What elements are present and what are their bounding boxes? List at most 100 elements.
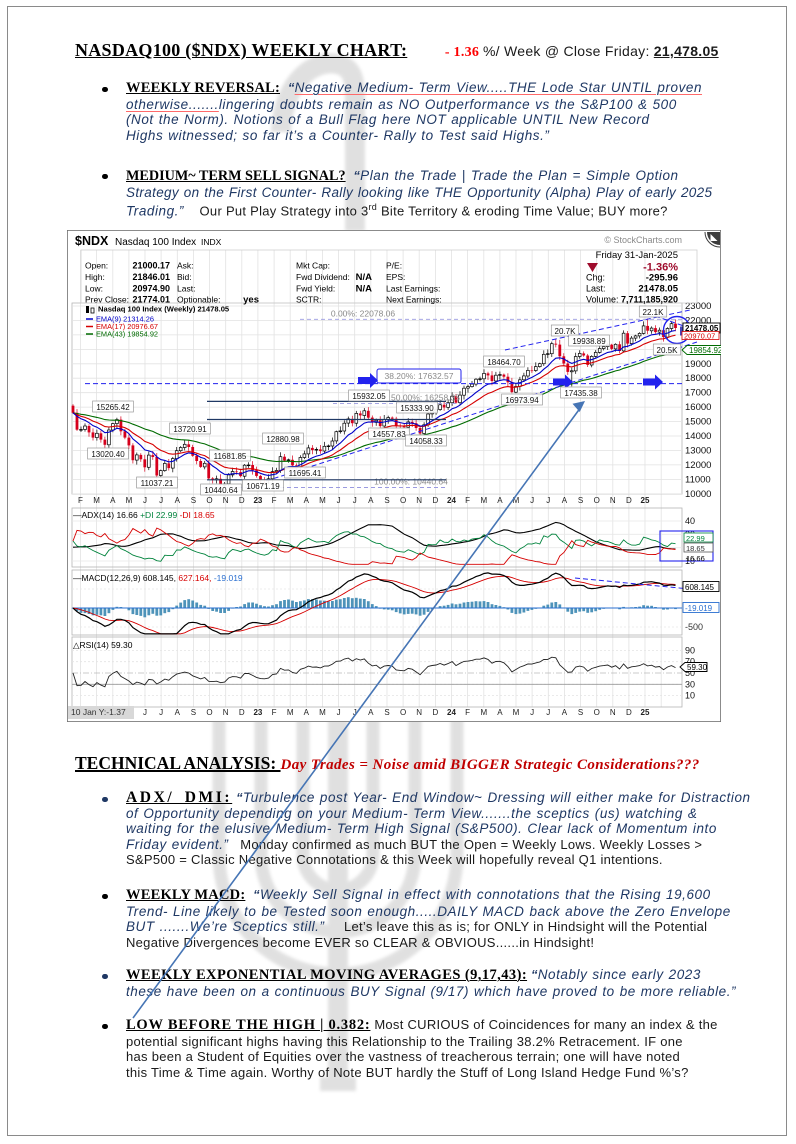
svg-text:J: J <box>143 496 147 505</box>
svg-text:100.00%: 10440.64: 100.00%: 10440.64 <box>374 477 448 487</box>
svg-text:40: 40 <box>685 516 695 526</box>
svg-text:J: J <box>159 496 163 505</box>
svg-text:21846.01: 21846.01 <box>132 272 170 282</box>
svg-text:12880.98: 12880.98 <box>266 435 300 444</box>
svg-text:50.00%: 16258.35: 50.00%: 16258.35 <box>391 392 460 402</box>
svg-text:F: F <box>465 708 470 717</box>
svg-text:608.145: 608.145 <box>685 583 714 592</box>
svg-text:Low:: Low: <box>85 284 103 294</box>
svg-text:O: O <box>206 496 212 505</box>
svg-text:J: J <box>143 708 147 717</box>
svg-text:16000: 16000 <box>685 402 711 413</box>
svg-text:M: M <box>287 708 294 717</box>
svg-text:Open:: Open: <box>85 261 108 271</box>
svg-text:0.00%: 22078.06: 0.00%: 22078.06 <box>331 308 396 318</box>
svg-text:A: A <box>110 496 116 505</box>
svg-text:S: S <box>191 708 196 717</box>
svg-text:J: J <box>546 708 550 717</box>
svg-text:38.20%: 17632.57: 38.20%: 17632.57 <box>384 371 453 381</box>
svg-text:15265.42: 15265.42 <box>96 403 130 412</box>
svg-text:17435.38: 17435.38 <box>564 389 598 398</box>
svg-text:Volume:: Volume: <box>586 295 619 305</box>
svg-text:M: M <box>480 496 487 505</box>
svg-text:S: S <box>384 708 389 717</box>
svg-text:J: J <box>546 496 550 505</box>
svg-text:11695.41: 11695.41 <box>289 469 322 478</box>
svg-text:J: J <box>530 496 534 505</box>
svg-text:A: A <box>497 708 503 717</box>
svg-text:14557.83: 14557.83 <box>372 430 406 439</box>
svg-text:O: O <box>400 708 406 717</box>
svg-text:N/A: N/A <box>356 272 373 283</box>
svg-text:14058.33: 14058.33 <box>409 437 443 446</box>
svg-text:F: F <box>272 496 277 505</box>
svg-text:M: M <box>126 496 133 505</box>
svg-text:13720.91: 13720.91 <box>173 425 207 434</box>
svg-text:Ask:: Ask: <box>177 261 194 271</box>
svg-text:SCTR:: SCTR: <box>296 295 322 305</box>
svg-text:20.5K: 20.5K <box>657 346 679 355</box>
svg-text:Nasdaq 100 Index: Nasdaq 100 Index <box>115 237 196 248</box>
svg-text:21774.01: 21774.01 <box>132 295 170 305</box>
svg-text:F: F <box>272 708 277 717</box>
svg-text:19854.92: 19854.92 <box>689 346 721 355</box>
svg-text:23000: 23000 <box>685 301 711 312</box>
svg-text:D: D <box>239 708 245 717</box>
svg-text:J: J <box>530 708 534 717</box>
svg-text:J: J <box>353 496 357 505</box>
svg-text:-19.019: -19.019 <box>685 604 713 613</box>
svg-text:30: 30 <box>685 679 695 689</box>
svg-text:EMA(43) 19854.92: EMA(43) 19854.92 <box>96 330 158 339</box>
svg-text:D: D <box>626 708 632 717</box>
svg-text:24: 24 <box>447 708 456 717</box>
svg-text:J: J <box>159 708 163 717</box>
svg-text:A: A <box>175 708 181 717</box>
svg-text:7,711,185,920: 7,711,185,920 <box>621 295 678 305</box>
svg-text:12000: 12000 <box>685 460 711 471</box>
svg-text:A: A <box>562 708 568 717</box>
svg-text:22.1K: 22.1K <box>643 308 665 317</box>
svg-text:M: M <box>93 496 100 505</box>
svg-text:J: J <box>337 708 341 717</box>
svg-text:A: A <box>304 496 310 505</box>
svg-text:13020.40: 13020.40 <box>91 450 125 459</box>
svg-text:25: 25 <box>641 496 650 505</box>
svg-text:11681.85: 11681.85 <box>214 452 247 461</box>
svg-text:10 Jan Y:-1.37: 10 Jan Y:-1.37 <box>71 707 126 717</box>
svg-text:N: N <box>610 496 616 505</box>
svg-text:21478.05: 21478.05 <box>685 324 719 333</box>
svg-text:Nasdaq 100 Index (Weekly) 2147: Nasdaq 100 Index (Weekly) 21478.05 <box>98 305 230 314</box>
svg-text:A: A <box>175 496 181 505</box>
svg-text:—MACD(12,26,9) 608.145, 627.16: —MACD(12,26,9) 608.145, 627.164, -19.019 <box>73 573 243 583</box>
svg-text:10440.64: 10440.64 <box>204 486 238 495</box>
svg-text:Last:: Last: <box>177 284 195 294</box>
svg-text:18000: 18000 <box>685 373 711 384</box>
svg-text:N: N <box>416 708 422 717</box>
svg-text:M: M <box>513 496 520 505</box>
svg-text:20.7K: 20.7K <box>555 327 577 336</box>
svg-text:Optionable:: Optionable: <box>177 295 220 305</box>
svg-text:24: 24 <box>447 496 456 505</box>
svg-text:13000: 13000 <box>685 446 711 457</box>
svg-text:21000.17: 21000.17 <box>132 261 170 271</box>
svg-text:N: N <box>223 496 229 505</box>
svg-text:S: S <box>191 496 196 505</box>
svg-text:M: M <box>319 708 326 717</box>
svg-text:20974.90: 20974.90 <box>132 284 170 294</box>
svg-text:Next Earnings:: Next Earnings: <box>386 295 442 305</box>
svg-text:15000: 15000 <box>685 417 711 428</box>
svg-text:Fwd Yield:: Fwd Yield: <box>296 284 335 294</box>
svg-text:△RSI(14) 59.30: △RSI(14) 59.30 <box>73 640 133 650</box>
svg-text:14000: 14000 <box>685 431 711 442</box>
svg-text:Prev Close:: Prev Close: <box>85 295 129 305</box>
svg-text:10: 10 <box>685 691 695 701</box>
svg-text:23: 23 <box>253 496 262 505</box>
svg-text:Last:: Last: <box>586 284 606 294</box>
svg-text:22.99: 22.99 <box>686 534 705 543</box>
svg-text:N: N <box>610 708 616 717</box>
svg-text:59.30: 59.30 <box>687 663 708 672</box>
svg-text:S: S <box>578 496 583 505</box>
svg-text:Last Earnings:: Last Earnings: <box>386 284 440 294</box>
svg-text:Fwd Dividend:: Fwd Dividend: <box>296 272 350 282</box>
svg-text:15333.90: 15333.90 <box>400 404 434 413</box>
